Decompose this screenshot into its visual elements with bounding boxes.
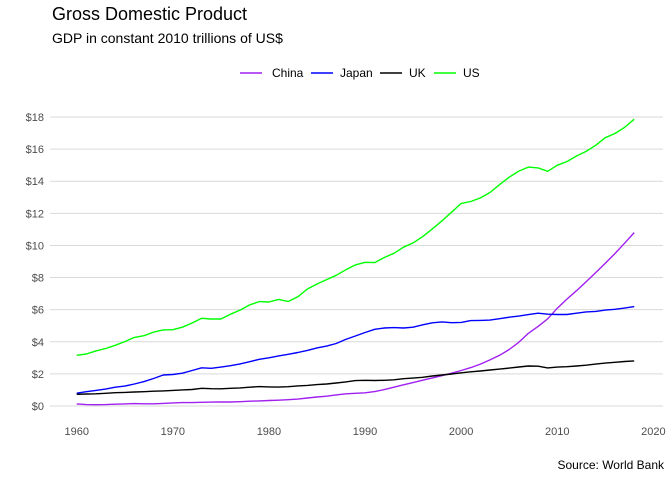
legend: China Japan UK US bbox=[240, 66, 480, 80]
x-tick-label: 1990 bbox=[353, 426, 377, 438]
y-axis-ticks: $0 $2 $4 $6 $8 $10 $12 $14 $16 $18 bbox=[26, 112, 44, 413]
x-tick-label: 1970 bbox=[161, 426, 185, 438]
legend-label-japan: Japan bbox=[340, 66, 373, 80]
y-tick-label: $10 bbox=[26, 240, 44, 252]
y-tick-label: $12 bbox=[26, 208, 44, 220]
x-tick-label: 1980 bbox=[257, 426, 281, 438]
y-tick-label: $4 bbox=[32, 337, 44, 349]
x-tick-label: 2020 bbox=[641, 426, 665, 438]
legend-label-us: US bbox=[463, 66, 480, 80]
x-tick-label: 2000 bbox=[449, 426, 473, 438]
x-tick-label: 1960 bbox=[64, 426, 88, 438]
series-line-japan bbox=[76, 305, 635, 394]
y-tick-label: $18 bbox=[26, 112, 44, 124]
y-tick-label: $2 bbox=[32, 369, 44, 381]
chart-subtitle: GDP in constant 2010 trillions of US$ bbox=[52, 30, 283, 46]
y-tick-label: $8 bbox=[32, 273, 44, 285]
y-tick-label: $16 bbox=[26, 144, 44, 156]
y-tick-label: $14 bbox=[26, 176, 44, 188]
chart-caption: Source: World Bank bbox=[557, 458, 665, 472]
legend-label-china: China bbox=[272, 66, 304, 80]
legend-label-uk: UK bbox=[409, 66, 426, 80]
series-line-us bbox=[76, 118, 635, 356]
gridlines bbox=[50, 116, 663, 407]
y-tick-label: $6 bbox=[32, 305, 44, 317]
series-line-uk bbox=[76, 360, 635, 395]
chart-title: Gross Domestic Product bbox=[52, 4, 248, 24]
x-axis-ticks: 1960 1970 1980 1990 2000 2010 2020 bbox=[64, 426, 665, 438]
x-tick-label: 2010 bbox=[545, 426, 569, 438]
y-tick-label: $0 bbox=[32, 401, 44, 413]
series-line-china bbox=[76, 232, 635, 406]
series-lines bbox=[76, 118, 635, 406]
